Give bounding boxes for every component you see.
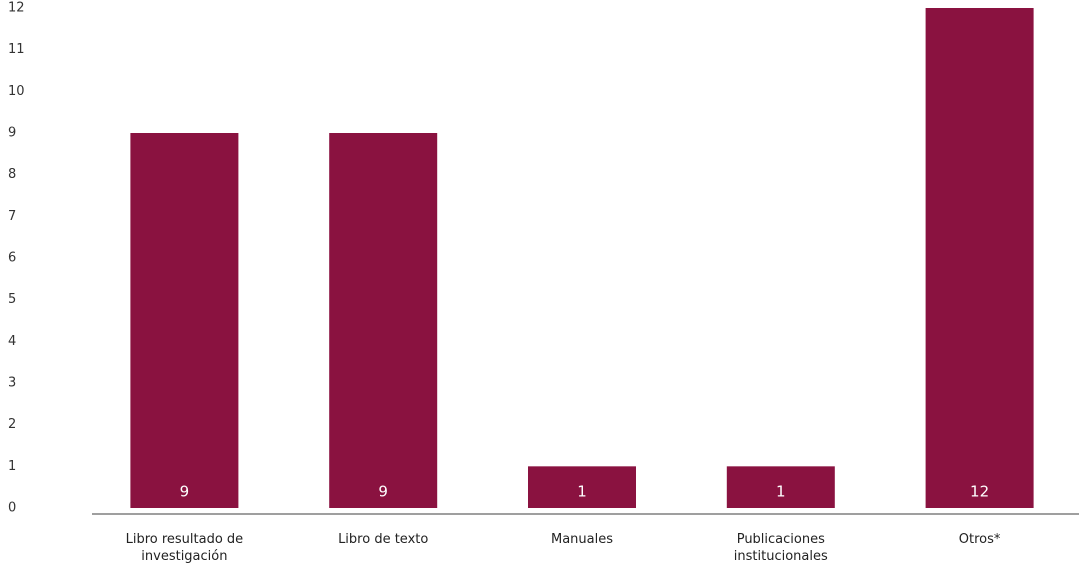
value-label: 1 [776,483,786,501]
y-tick-label: 12 [8,1,25,16]
y-tick-label: 0 [8,501,16,516]
y-tick-label: 9 [8,126,16,141]
x-tick-label: Publicaciones institucionales [733,532,828,564]
y-tick-label: 10 [8,84,25,99]
y-tick-label: 1 [8,459,16,474]
y-tick-label: 6 [8,251,16,266]
y-tick-label: 3 [8,376,16,391]
bar [528,466,636,508]
bar [925,8,1034,508]
value-label: 9 [180,483,190,501]
y-tick-label: 8 [8,167,16,182]
x-tick-label: Libro resultado de investigación [125,532,244,564]
x-tick-label: Manuales [550,532,613,547]
value-label: 1 [577,483,587,501]
y-tick-label: 4 [8,334,16,349]
bar [329,133,438,508]
value-label: 12 [970,483,989,501]
y-tick-label: 11 [8,42,25,57]
x-tick-label: Otros* [958,532,1001,547]
bar [130,133,239,508]
value-label: 9 [378,483,388,501]
y-tick-label: 5 [8,292,16,307]
bar [726,466,835,508]
x-tick-label: Libro de texto [338,532,429,547]
y-tick-label: 2 [8,417,16,432]
y-tick-label: 7 [8,209,16,224]
